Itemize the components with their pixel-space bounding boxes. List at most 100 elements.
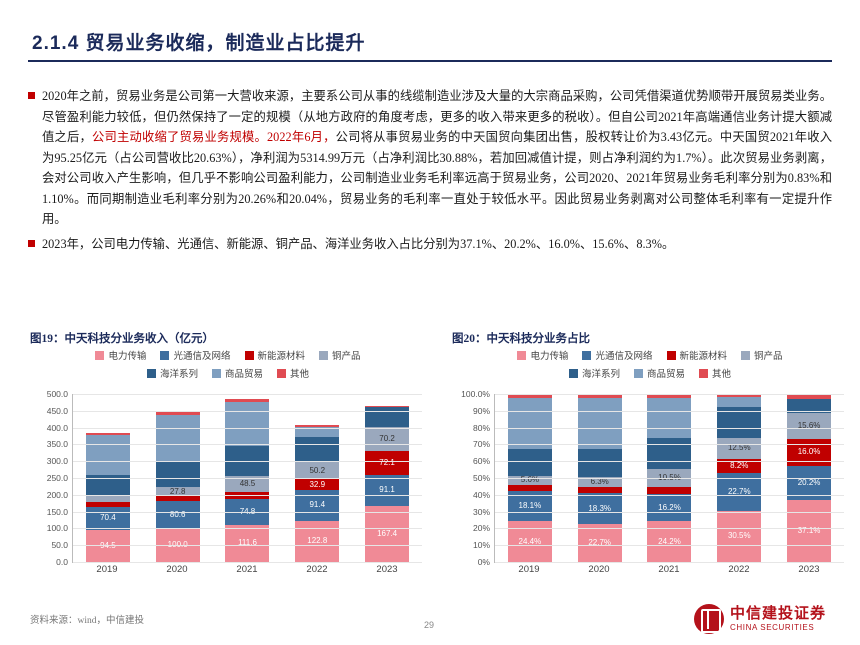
legend-item-newenergy: 新能源材料 [244,348,305,362]
bar-column[interactable]: 24.2% 16.2% 10.5% [647,394,692,562]
paragraph-2: 2023年，公司电力传输、光通信、新能源、铜产品、海洋业务收入占比分别为37.1… [42,236,675,251]
bar-column[interactable]: 22.7% 18.3% 6.3% [577,394,622,562]
bar-value-label: 18.1% [518,500,542,510]
legend-item-optical: 光通信及网络 [160,348,231,362]
bar-segment: 167.4 [365,505,410,562]
grid-line [73,562,422,563]
bar-segment: 20.2% [787,465,832,500]
bar-segment [787,398,832,413]
bar-segment: 8.2% [717,458,762,473]
grid-line [495,511,844,513]
grid-line [495,444,844,446]
bar-segment: 6.3% [577,476,622,488]
x-tick-label: 2021 [658,564,680,575]
bar-segment [85,502,130,507]
bar-value-label: 122.8 [307,536,328,546]
bar-segment [155,415,200,462]
bar-segment: 24.2% [647,521,692,562]
legend-item-copper: 铜产品 [741,348,783,362]
bar-segment: 24.4% [507,521,552,562]
bar-segment [577,394,622,399]
bar-segment: 122.8 [295,520,340,562]
x-tick-label: 2020 [588,564,610,575]
legend-row-2: 海洋系列 商品贸易 其他 [28,366,428,380]
bar-segment [295,436,340,463]
bar-column[interactable]: 167.4 91.1 72.1 70.2 [365,405,410,562]
chart-19-x-axis: 2019 2020 2021 2022 2023 [72,564,422,580]
y-tick-label: 450.0 [46,405,68,416]
x-tick-label: 2019 [96,564,118,575]
y-tick-label: 90% [472,405,490,416]
legend-item-other: 其他 [277,366,309,380]
bar-segment [717,394,762,397]
bar-segment [717,396,762,407]
bar-segment [225,492,270,500]
bar-segment: 10.5% [647,468,692,487]
bar-column[interactable]: 94.570.4 [85,432,130,562]
grid-line [495,478,844,479]
legend-swatch-copper [319,350,329,360]
bar-segment [717,406,762,438]
bar-segment [365,407,410,428]
legend-swatch-other [699,368,708,378]
bar-segment [787,394,832,399]
legend-label-other: 其他 [290,369,310,380]
y-tick-label: 250.0 [46,473,68,483]
y-tick-label: 10% [472,540,490,551]
legend-row-1: 电力传输 光通信及网络 新能源材料 铜产品 [28,348,428,362]
source-note: 资料来源：wind，中信建投 [30,616,145,626]
grid-line [73,511,422,513]
grid-line [495,545,844,547]
legend-swatch-marine [146,368,156,378]
page-title: 2.1.4 贸易业务收缩，制造业占比提升 [32,33,366,54]
legend-swatch-other [277,368,286,378]
logo-text: 中信建投证券 CHINA SECURITIES [730,605,826,633]
paragraph-1: 2020年之前，贸易业务是公司第一大营收来源，主要系公司从事的线缆制造业涉及大量… [42,86,832,230]
bar-value-label: 30.5% [727,531,751,541]
bar-column[interactable]: 111.6 74.8 48.5 [225,398,270,562]
grid-line [495,528,844,530]
grid-line [73,427,422,429]
bar-segment [155,461,200,487]
chart-19-grid: 94.570.4 100.0 80.6 27.8 111.6 74.8 48.5 122.8 9… [72,394,422,563]
legend-label-newenergy: 新能源材料 [679,351,728,362]
bar-segment: 70.4 [85,506,130,531]
legend-label-other: 其他 [712,369,732,380]
bullet-square-icon [28,239,35,247]
bar-segment: 70.2 [365,427,410,451]
bar-segment: 50.2 [295,462,340,479]
y-tick-label: 50.0 [51,540,68,551]
legend-swatch-trade [211,368,221,378]
legend-item-newenergy: 新能源材料 [666,348,728,362]
bar-segment [647,486,692,495]
legend-label-marine: 海洋系列 [159,369,198,380]
bar-segment: 16.2% [647,494,692,522]
bar-segment [85,435,130,475]
legend-item-other: 其他 [699,366,731,380]
bar-segment: 30.5% [717,510,762,562]
y-tick-label: 0% [477,557,490,567]
bar-segment: 72.1 [365,450,410,476]
bar-value-label: 91.1 [379,485,395,495]
x-tick-label: 2019 [518,564,540,575]
x-tick-label: 2023 [798,564,820,575]
legend-label-power: 电力传输 [530,351,569,362]
y-tick-label: 200.0 [46,489,68,500]
legend-row-1: 电力传输 光通信及网络 新能源材料 铜产品 [450,348,850,362]
y-tick-label: 80% [472,422,490,433]
bar-segment: 22.7% [577,523,622,562]
page-number: 29 [424,620,435,630]
bar-value-label: 20.2% [797,477,821,487]
bar-segment: 5.6% [507,475,552,485]
bar-value-label: 80.6 [169,509,186,519]
bar-column[interactable]: 122.8 91.4 32.9 50.2 [295,425,340,562]
bar-segment [507,449,552,476]
bar-column[interactable]: 100.0 80.6 27.8 [155,412,200,562]
chart-19-y-axis: 0.0 50.0 100.0 150.0 200.0 250.0 300.0 350.0 400… [28,389,72,567]
legend-swatch-trade [633,368,643,378]
bar-segment [85,432,130,436]
grid-line [495,427,844,429]
bar-value-label: 12.5% [727,443,751,453]
bar-segment [85,474,130,495]
bar-value-label: 100.0 [168,541,188,549]
